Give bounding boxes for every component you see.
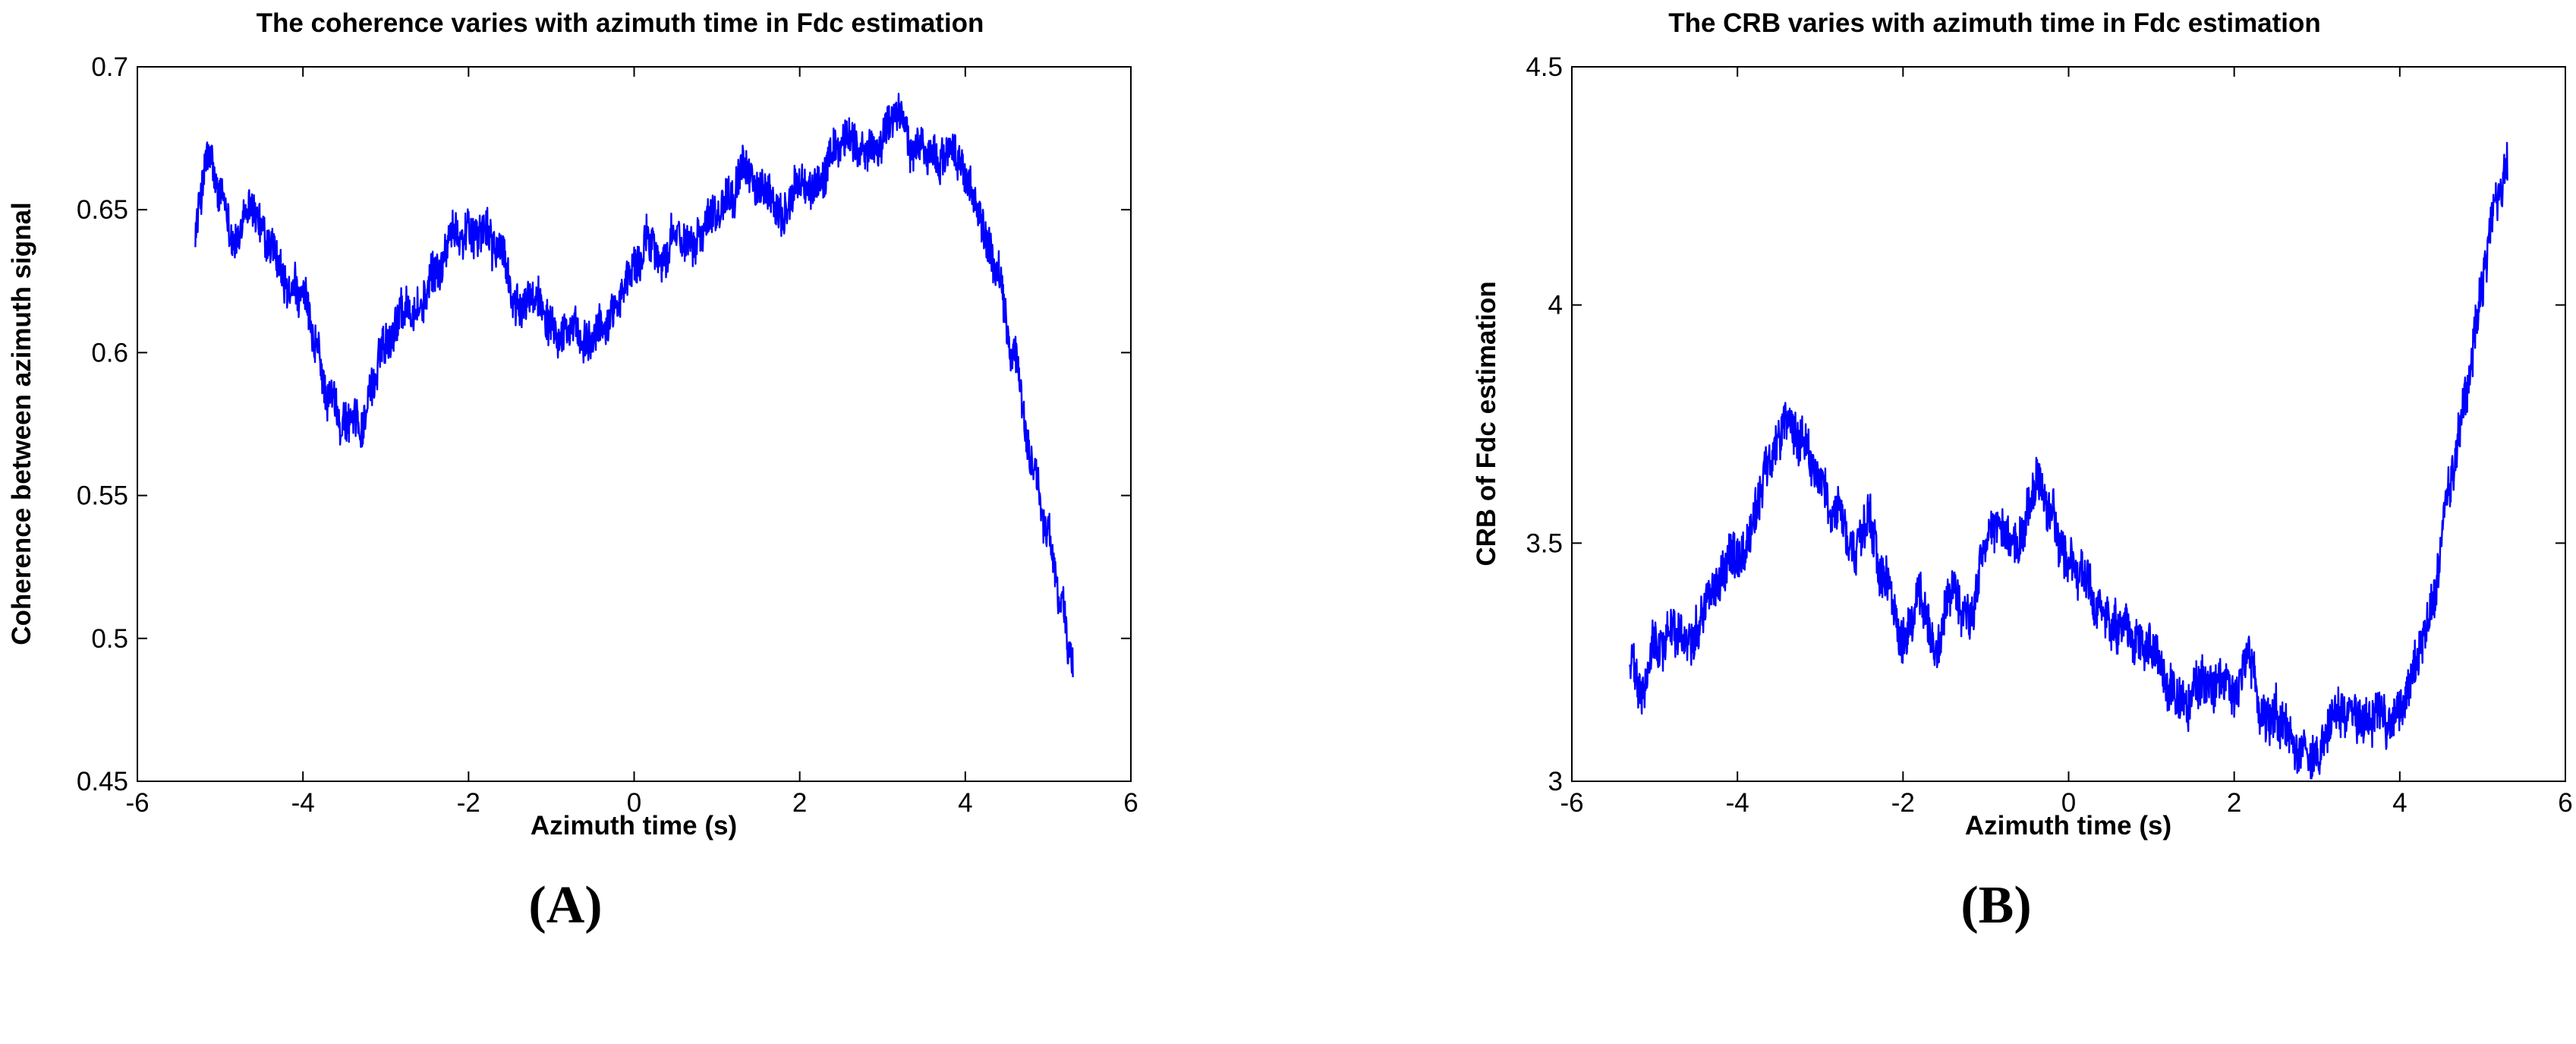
y-tick-label: 3.5 — [1526, 528, 1563, 558]
series-line-a-coherence — [194, 93, 1074, 677]
y-tick-label: 4 — [1548, 291, 1563, 320]
x-tick-label: 6 — [1123, 788, 1138, 818]
x-ticks-b: -6 -4 -2 0 2 4 6 — [1560, 67, 2573, 818]
y-axis-label-b: CRB of Fdc estimation — [1472, 281, 1501, 566]
chart-title-b: The CRB varies with azimuth time in Fdc … — [1668, 8, 2321, 38]
series-layer-a — [194, 93, 1074, 677]
y-tick-label: 4.5 — [1526, 52, 1563, 82]
y-ticks-a: 0.45 0.5 0.55 0.6 0.65 0.7 — [77, 52, 1131, 796]
x-tick-label: 2 — [792, 788, 807, 818]
y-tick-label: 0.45 — [77, 767, 128, 796]
y-tick-label: 0.5 — [91, 624, 128, 654]
x-tick-label: -4 — [291, 788, 315, 818]
x-tick-label: 4 — [958, 788, 972, 818]
panel-b: The CRB varies with azimuth time in Fdc … — [1472, 8, 2573, 935]
x-axis-label-a: Azimuth time (s) — [531, 811, 737, 841]
y-tick-label: 0.7 — [91, 52, 128, 82]
chart-title-a: The coherence varies with azimuth time i… — [257, 8, 984, 38]
x-tick-label: -4 — [1726, 788, 1749, 818]
y-tick-label: 0.55 — [77, 481, 128, 511]
panel-label-a: (A) — [528, 876, 602, 935]
y-ticks-b: 3 3.5 4 4.5 — [1526, 52, 2565, 796]
x-ticks-a: -6 -4 -2 0 2 4 6 — [125, 67, 1138, 818]
y-tick-label: 3 — [1548, 767, 1563, 796]
y-tick-label: 0.65 — [77, 195, 128, 225]
x-tick-label: 4 — [2392, 788, 2407, 818]
x-tick-label: 2 — [2227, 788, 2241, 818]
series-line-b-crb — [1629, 141, 2508, 780]
x-tick-label: -2 — [1891, 788, 1915, 818]
series-layer-b — [1629, 141, 2508, 780]
panel-label-b: (B) — [1960, 876, 2031, 935]
x-tick-label: 0 — [2061, 788, 2076, 818]
x-tick-label: -6 — [1560, 788, 1583, 818]
y-tick-label: 0.6 — [91, 338, 128, 367]
panel-a: The coherence varies with azimuth time i… — [7, 8, 1138, 935]
x-tick-label: 6 — [2558, 788, 2572, 818]
x-axis-label-b: Azimuth time (s) — [1965, 811, 2171, 841]
x-tick-label: 0 — [627, 788, 641, 818]
x-tick-label: -2 — [457, 788, 480, 818]
x-tick-label: -6 — [125, 788, 149, 818]
y-axis-label-a: Coherence between azimuth signal — [7, 202, 36, 645]
